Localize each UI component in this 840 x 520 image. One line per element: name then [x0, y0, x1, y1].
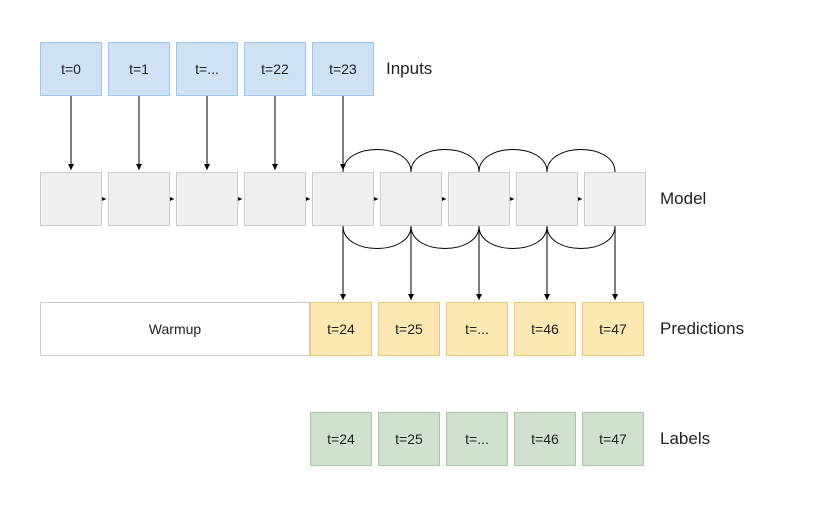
- input-cell: t=1: [108, 42, 170, 96]
- predictions-row-label: Predictions: [660, 319, 744, 339]
- model-cell: [380, 172, 442, 226]
- input-cell: t=23: [312, 42, 374, 96]
- label-cell: t=24: [310, 412, 372, 466]
- model-cell: [584, 172, 646, 226]
- input-cell: t=0: [40, 42, 102, 96]
- prediction-cell: t=...: [446, 302, 508, 356]
- label-cell: t=...: [446, 412, 508, 466]
- prediction-cell: t=24: [310, 302, 372, 356]
- input-cell: t=22: [244, 42, 306, 96]
- warmup-cell: Warmup: [40, 302, 310, 356]
- model-cell: [312, 172, 374, 226]
- model-cell: [108, 172, 170, 226]
- model-row-label: Model: [660, 189, 706, 209]
- label-cell: t=25: [378, 412, 440, 466]
- model-cell: [516, 172, 578, 226]
- prediction-cell: t=47: [582, 302, 644, 356]
- model-cell: [448, 172, 510, 226]
- labels-row-label: Labels: [660, 429, 710, 449]
- prediction-cell: t=25: [378, 302, 440, 356]
- model-cell: [40, 172, 102, 226]
- model-cell: [244, 172, 306, 226]
- input-cell: t=...: [176, 42, 238, 96]
- label-cell: t=47: [582, 412, 644, 466]
- model-cell: [176, 172, 238, 226]
- label-cell: t=46: [514, 412, 576, 466]
- inputs-row-label: Inputs: [386, 59, 432, 79]
- prediction-cell: t=46: [514, 302, 576, 356]
